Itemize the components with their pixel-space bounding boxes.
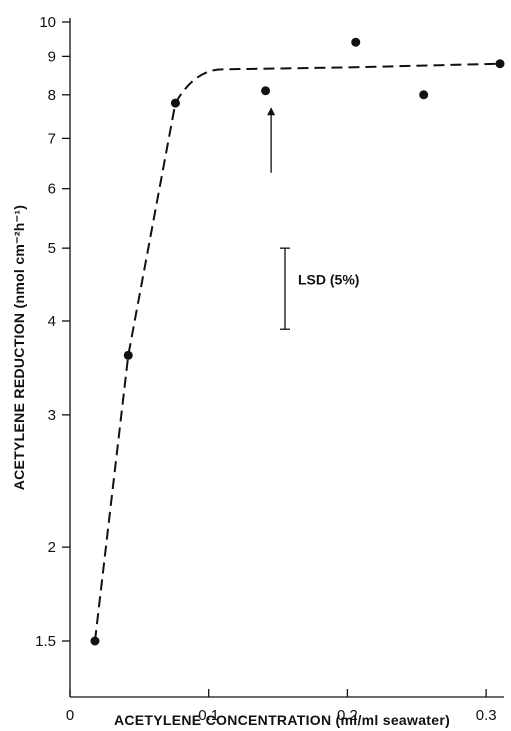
data-point — [419, 90, 429, 100]
x-tick-label: 0.3 — [476, 707, 497, 724]
lsd-error-bar — [280, 247, 290, 330]
x-tick-label: 0.2 — [337, 707, 358, 724]
y-tick-label: 7 — [48, 130, 56, 147]
y-tick-label: 2 — [48, 539, 56, 556]
y-tick-label: 1.5 — [35, 633, 56, 650]
x-tick-label: 0.1 — [198, 707, 219, 724]
y-tick-label: 5 — [48, 240, 56, 257]
y-tick-label: 10 — [39, 14, 56, 31]
arrow-annotation — [267, 107, 276, 173]
axes — [69, 18, 504, 698]
x-tick-label: 0 — [66, 707, 74, 724]
data-point — [123, 350, 133, 360]
data-points — [90, 37, 505, 646]
y-tick-label: 6 — [48, 181, 56, 198]
y-axis-title: ACETYLENE REDUCTION (nmol cm⁻²h⁻¹) — [11, 205, 27, 491]
annotations: LSD (5%) — [267, 107, 359, 330]
lsd-label: LSD (5%) — [298, 272, 359, 288]
x-ticks: 0 0.1 0.2 0.3 — [66, 689, 497, 724]
data-point — [261, 86, 271, 96]
y-tick-label: 8 — [48, 87, 56, 104]
y-tick-label: 9 — [48, 48, 56, 65]
y-ticks: 1.5 2 3 4 5 6 7 8 9 10 — [35, 14, 70, 650]
fit-curve — [93, 62, 501, 642]
data-point — [351, 37, 361, 47]
data-point — [170, 98, 180, 108]
y-tick-label: 4 — [48, 313, 56, 330]
x-axis-title: ACETYLENE CONCENTRATION (ml/ml seawater) — [114, 712, 450, 728]
y-tick-label: 3 — [48, 407, 56, 424]
data-point — [90, 636, 100, 646]
data-point — [495, 59, 505, 69]
